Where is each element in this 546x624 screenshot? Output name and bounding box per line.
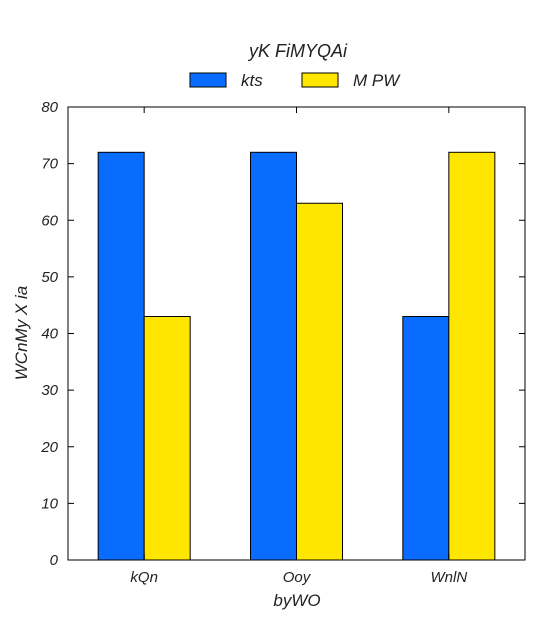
legend-label-2: M PW: [353, 71, 401, 90]
y-tick-label: 30: [41, 382, 58, 399]
bar-series2-WnlN: [448, 151, 496, 561]
y-tick-label: 40: [41, 326, 58, 343]
y-tick-label: 0: [50, 552, 59, 569]
bar-series2-kQn: [143, 316, 191, 561]
bar-series2-Ooy: [296, 202, 343, 561]
legend-title: yK FiMYQAi: [247, 41, 348, 61]
legend-swatch-1: [189, 72, 227, 88]
y-tick-label: 70: [41, 156, 58, 173]
bar-series1-kQn: [97, 151, 145, 561]
x-tick-label: kQn: [130, 569, 158, 586]
legend-swatch-2: [301, 72, 339, 88]
y-tick-label: 10: [41, 495, 58, 512]
x-tick-label: Ooy: [283, 569, 312, 586]
y-tick-label: 50: [41, 269, 58, 286]
legend-label-1: kts: [241, 71, 263, 90]
bar-series1-WnlN: [402, 316, 450, 561]
bar-series1-Ooy: [250, 151, 297, 561]
x-axis-label: byWO: [273, 591, 320, 610]
y-tick-label: 60: [41, 212, 58, 229]
y-axis-label: WCnMy X ia: [12, 286, 31, 380]
y-tick-label: 80: [41, 99, 58, 116]
x-tick-label: WnlN: [430, 569, 467, 586]
y-tick-label: 20: [40, 439, 58, 456]
